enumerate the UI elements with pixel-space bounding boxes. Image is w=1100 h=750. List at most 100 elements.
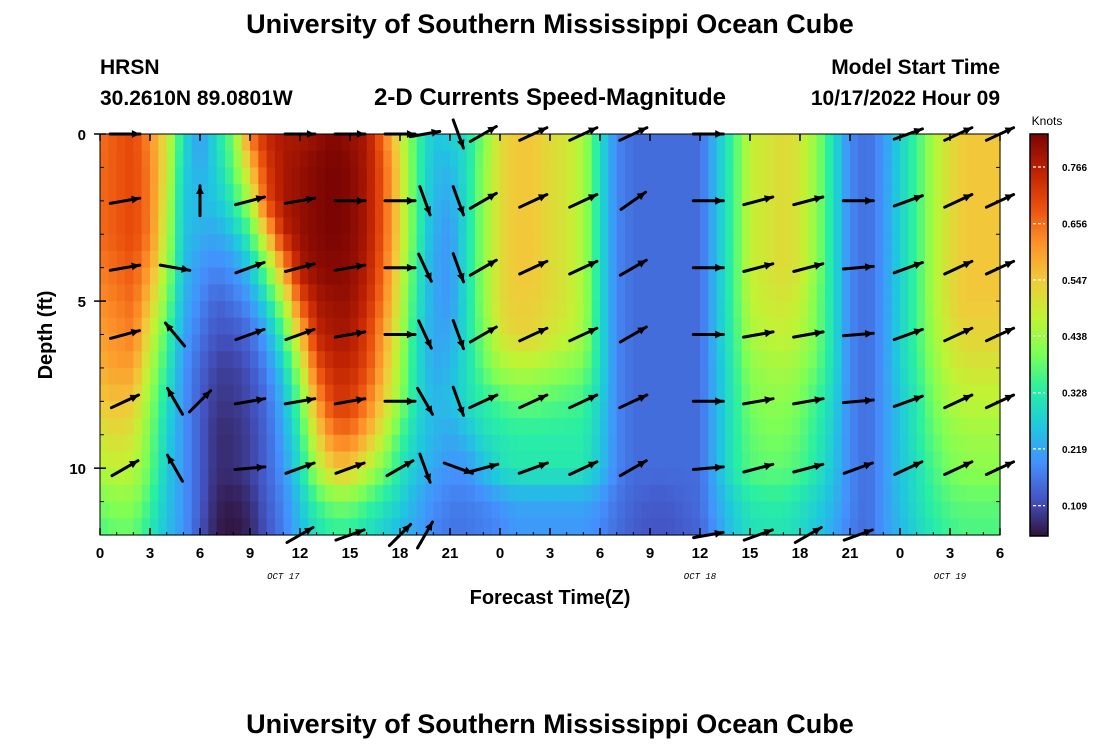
arrow-head [537, 394, 547, 402]
heatmap-cell [133, 150, 143, 169]
heatmap-cell [225, 418, 234, 436]
current-arrow [187, 389, 213, 414]
heatmap-cell [533, 250, 543, 269]
heatmap-cell [800, 434, 809, 453]
heatmap-cell [708, 401, 718, 419]
heatmap-cell [233, 267, 243, 285]
heatmap-cell [733, 418, 743, 436]
heatmap-cell [191, 501, 201, 519]
heatmap-cell [250, 401, 259, 419]
arrow-head [487, 260, 497, 268]
heatmap-cell [758, 167, 768, 185]
heatmap-cell [533, 200, 543, 219]
heatmap-cell [258, 217, 268, 235]
heatmap-cell [175, 351, 184, 369]
heatmap-cell [566, 367, 576, 386]
heatmap-cell [891, 301, 901, 319]
heatmap-cell [400, 250, 409, 269]
heatmap-cell [575, 200, 584, 219]
heatmap-cell [900, 167, 909, 185]
heatmap-cell [158, 250, 168, 269]
heatmap-cell [633, 334, 643, 352]
heatmap-cell [866, 468, 876, 486]
heatmap-cell [858, 184, 868, 202]
heatmap-cell [241, 451, 251, 469]
arrow-head [764, 262, 773, 270]
heatmap-cell [575, 250, 584, 269]
heatmap-cell [616, 284, 626, 302]
heatmap-cell [500, 518, 509, 536]
heatmap-cell [258, 401, 268, 419]
heatmap-cell [391, 468, 401, 486]
heatmap-cell [600, 401, 609, 419]
heatmap-cell [525, 167, 534, 185]
heatmap-cell [733, 367, 743, 386]
heatmap-cell [100, 217, 109, 235]
heatmap-cell [791, 200, 801, 219]
heatmap-cell [758, 451, 768, 469]
heatmap-cell [208, 134, 218, 152]
heatmap-cell [575, 367, 584, 386]
heatmap-cell [483, 451, 493, 469]
heatmap-cell [600, 468, 609, 486]
heatmap-cell [750, 367, 759, 386]
heatmap-cell [408, 167, 418, 185]
heatmap-cell [658, 501, 668, 519]
heatmap-cell [983, 484, 993, 503]
heatmap-cell [583, 334, 593, 352]
heatmap-cell [933, 284, 943, 302]
heatmap-cell [166, 284, 176, 302]
heatmap-cell [558, 418, 568, 436]
heatmap-cell [358, 384, 368, 402]
heatmap-cell [291, 217, 301, 235]
heatmap-cell [141, 334, 151, 352]
heatmap-cell [316, 284, 326, 302]
heatmap-cell [550, 284, 559, 302]
x-tick-label: 0 [496, 545, 504, 562]
heatmap-cell [750, 301, 759, 319]
heatmap-cell [775, 150, 784, 169]
heatmap-cell [875, 451, 884, 469]
heatmap-cell [500, 418, 509, 436]
heatmap-cell [808, 434, 818, 453]
heatmap-cell [925, 367, 934, 386]
heatmap-cell [700, 401, 709, 419]
heatmap-cell [166, 334, 176, 352]
heatmap-cell [975, 150, 984, 169]
heatmap-cell [875, 134, 884, 152]
heatmap-cell [500, 468, 509, 486]
heatmap-cell [966, 351, 976, 369]
heatmap-cell [366, 267, 376, 285]
heatmap-cell [716, 518, 726, 536]
x-tick-label: 9 [646, 545, 654, 562]
heatmap-cell [491, 384, 501, 402]
heatmap-cell [866, 367, 876, 386]
heatmap-cell [691, 317, 701, 336]
heatmap-cell [525, 301, 534, 319]
heatmap-cell [333, 167, 343, 185]
heatmap-cell [916, 434, 926, 453]
heatmap-cell [866, 200, 876, 219]
heatmap-cell [441, 384, 451, 402]
heatmap-cell [325, 401, 334, 419]
x-tick-label: 9 [246, 545, 254, 562]
heatmap-cell [808, 200, 818, 219]
heatmap-cell [525, 367, 534, 386]
heatmap-cell [416, 401, 426, 419]
heatmap-cell [633, 434, 643, 453]
heatmap-cell [508, 501, 518, 519]
heatmap-cell [766, 418, 776, 436]
heatmap-cell [575, 401, 584, 419]
heatmap-cell [241, 418, 251, 436]
heatmap-cell [325, 351, 334, 369]
heatmap-cell [825, 401, 834, 419]
heatmap-cell [425, 501, 434, 519]
heatmap-cell [233, 501, 243, 519]
heatmap-cell [966, 184, 976, 202]
heatmap-cell [958, 267, 968, 285]
heatmap-cell [591, 451, 601, 469]
heatmap-cell [666, 317, 676, 336]
heatmap-cell [358, 501, 368, 519]
heatmap-cell [333, 284, 343, 302]
heatmap-cell [808, 501, 818, 519]
